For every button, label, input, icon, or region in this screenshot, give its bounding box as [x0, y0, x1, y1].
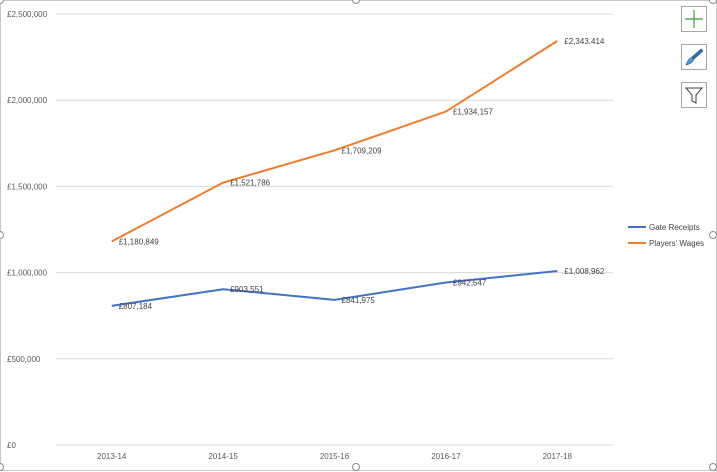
gridlines: [56, 13, 613, 446]
legend: Gate Receipts Players' Wages: [628, 223, 704, 248]
y-tick-label: £1,000,000: [7, 269, 48, 278]
data-label: £903,551: [230, 285, 264, 294]
data-label: £807,184: [119, 302, 153, 311]
y-tick-label: £0: [7, 441, 16, 450]
series-line-0[interactable]: [111, 270, 558, 307]
data-label: £942,547: [453, 279, 487, 288]
plus-icon: [685, 10, 703, 28]
data-label: £1,521,786: [230, 179, 271, 188]
y-axis-tick-labels: £0 £500,000 £1,000,000 £1,500,000 £2,000,000…: [7, 10, 48, 450]
x-tick-label: 2017-18: [543, 452, 573, 461]
y-tick-label: £500,000: [7, 355, 41, 364]
legend-entry: Gate Receipts: [649, 223, 700, 232]
resize-handle-right[interactable]: [709, 231, 717, 239]
brush-icon: [685, 48, 704, 66]
x-axis-tick-labels: 2013-14 2014-15 2015-16 2016-17 2017-18: [97, 452, 573, 461]
funnel-icon: [684, 87, 704, 104]
resize-handle-bottom[interactable]: [352, 463, 360, 471]
data-label: £1,934,157: [453, 108, 494, 117]
data-label: £1,709,209: [342, 146, 383, 155]
x-tick-label: 2014-15: [208, 452, 238, 461]
series-line-1[interactable]: [111, 40, 558, 243]
resize-handle-bottom-right[interactable]: [709, 463, 717, 471]
series-lines: [111, 40, 558, 307]
y-tick-label: £1,500,000: [7, 182, 48, 191]
x-tick-label: 2016-17: [431, 452, 461, 461]
data-label: £841,975: [342, 296, 376, 305]
chart-styles-button[interactable]: [681, 44, 707, 70]
legend-entry: Players' Wages: [649, 239, 704, 248]
data-label: £1,180,849: [119, 237, 160, 246]
data-labels: £807,184 £903,551 £841,975 £942,547 £1,008,9…: [119, 37, 605, 311]
x-tick-label: 2015-16: [320, 452, 350, 461]
data-label: £1,008,962: [564, 267, 605, 276]
y-tick-label: £2,000,000: [7, 96, 48, 105]
chart-filters-button[interactable]: [681, 82, 707, 108]
data-label: £2,343,414: [564, 37, 605, 46]
chart-elements-button[interactable]: [681, 6, 707, 32]
y-tick-label: £2,500,000: [7, 10, 48, 19]
x-tick-label: 2013-14: [97, 452, 127, 461]
